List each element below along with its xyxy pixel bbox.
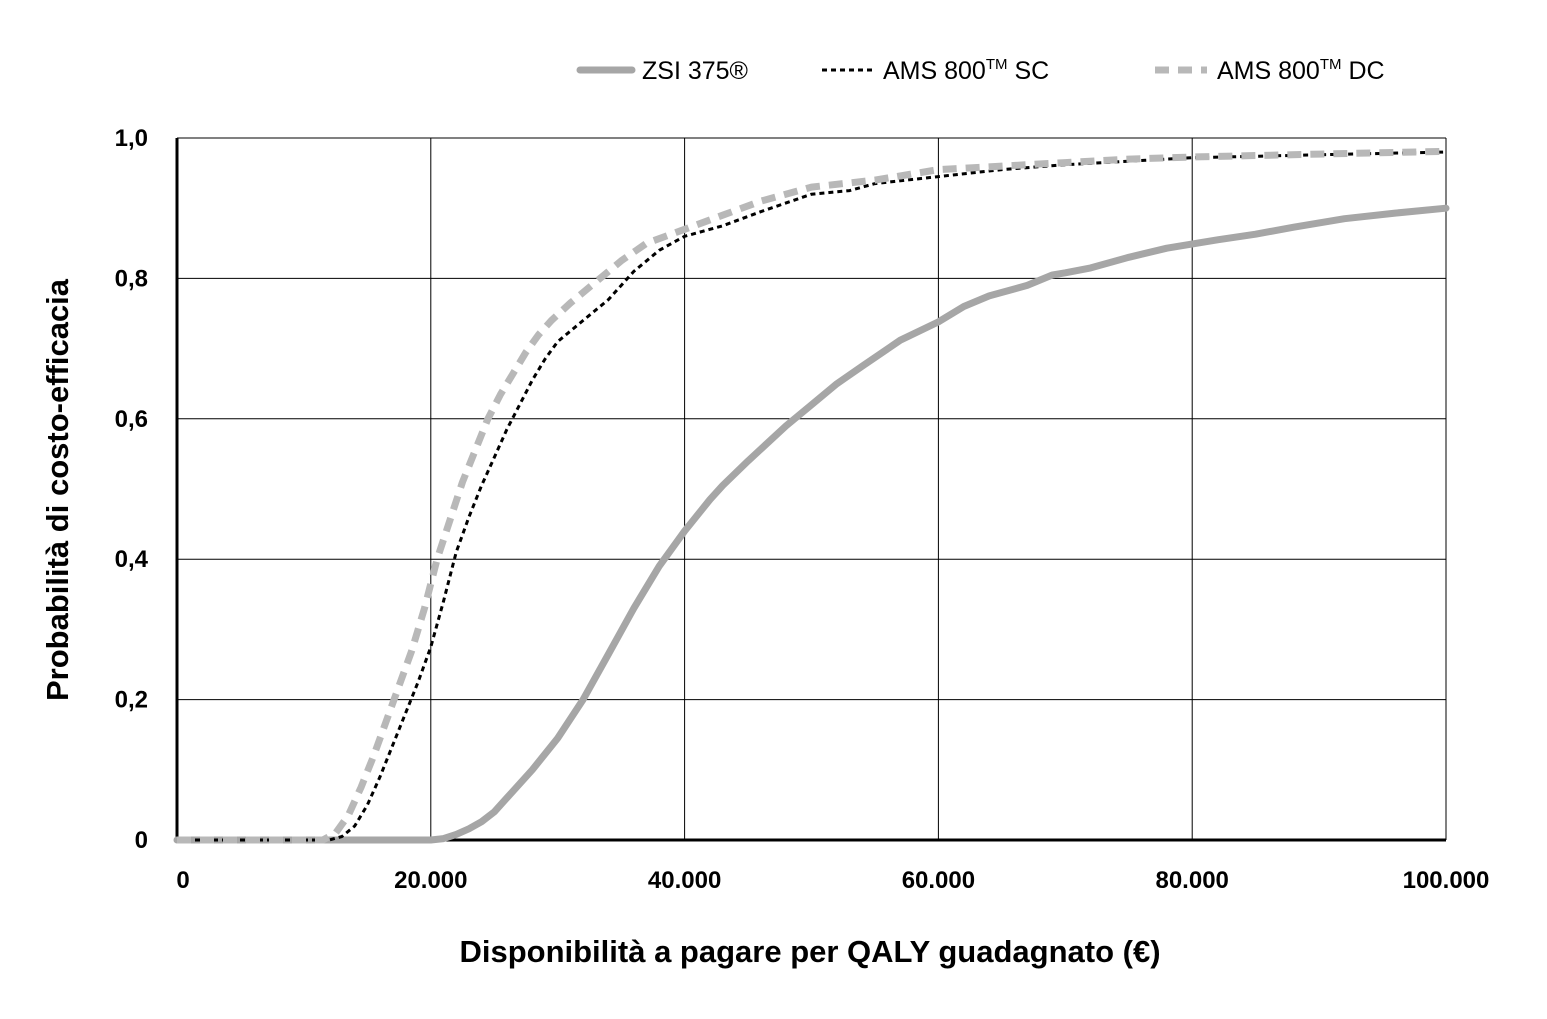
series-line-2	[177, 147, 1447, 844]
legend-label-0: ZSI 375®	[642, 57, 749, 85]
x-axis-title: Disponibilità a pagare per QALY guadagna…	[459, 934, 1160, 969]
y-axis-title: Probabilità di costo-efficacia	[40, 278, 75, 701]
x-tick-label: 0	[176, 867, 189, 894]
x-tick-label: 80.000	[1155, 867, 1228, 894]
series-line-1	[177, 150, 1447, 842]
grid	[177, 137, 1447, 841]
series-group	[173, 147, 1450, 844]
series-line-0	[173, 204, 1450, 844]
y-tick-label: 1,0	[115, 125, 148, 152]
y-tick-label: 0	[135, 827, 148, 854]
y-tick-label: 0,2	[115, 687, 148, 714]
x-tick-label: 60.000	[902, 867, 975, 894]
x-tick-label: 20.000	[394, 867, 467, 894]
axes	[175, 138, 1446, 842]
x-tick-label: 100.000	[1403, 867, 1490, 894]
y-tick-label: 0,8	[115, 265, 148, 292]
tick-labels: 0 20.000 40.000 60.000 80.000 100.000 0 0,2 0,4 0…	[115, 125, 1490, 894]
legend-label-2: AMS 800TM DC	[1217, 56, 1385, 85]
legend-label-1: AMS 800TM SC	[883, 56, 1049, 85]
x-tick-label: 40.000	[648, 867, 721, 894]
legend: ZSI 375® AMS 800TM SC AMS 800TM DC	[576, 56, 1385, 85]
y-tick-label: 0,6	[115, 406, 148, 433]
y-tick-label: 0,4	[115, 546, 149, 573]
